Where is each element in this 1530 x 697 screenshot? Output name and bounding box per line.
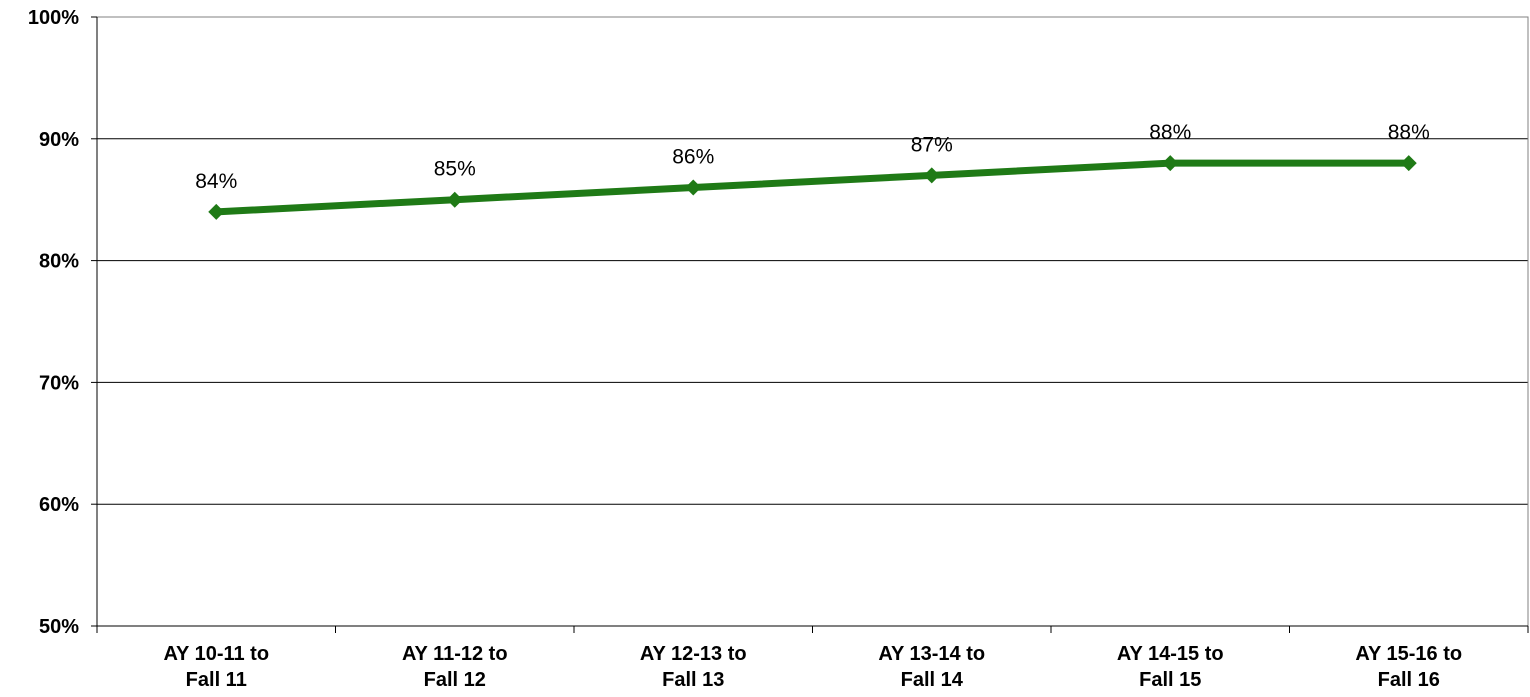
series — [208, 155, 1417, 220]
y-tick-label: 90% — [39, 129, 79, 151]
data-label: 88% — [1388, 121, 1430, 144]
axes — [96, 16, 1529, 627]
plot-area — [96, 16, 1529, 627]
data-point — [685, 179, 702, 196]
y-tick-label: 80% — [39, 251, 79, 273]
y-tick-label: 70% — [39, 372, 79, 394]
data-label: 85% — [434, 158, 476, 181]
data-label: 86% — [672, 146, 714, 169]
y-tick-label: 60% — [39, 494, 79, 516]
x-tick-label: AY 11-12 to Fall 12 — [402, 643, 508, 691]
data-labels: 84% 85% 86% 87% 88% 88% — [195, 121, 1430, 193]
x-tick-label: AY 13-14 to Fall 14 — [878, 643, 985, 691]
x-tick-label: AY 14-15 to Fall 15 — [1117, 643, 1224, 691]
data-point — [208, 203, 225, 220]
data-point — [1162, 155, 1179, 172]
y-tick-label: 50% — [39, 616, 79, 638]
y-tick-label: 100% — [28, 7, 79, 29]
data-label: 88% — [1149, 121, 1191, 144]
data-label: 84% — [195, 170, 237, 193]
x-tick-label: AY 10-11 to Fall 11 — [163, 643, 269, 691]
data-label: 87% — [911, 133, 953, 156]
data-point — [446, 191, 463, 208]
data-point — [923, 167, 940, 184]
x-axis-ticks: AY 10-11 to Fall 11 AY 11-12 to Fall 12 AY 1… — [96, 626, 1529, 691]
data-point — [1400, 155, 1417, 172]
y-axis-ticks: 50% 60% 70% 80% 90% 100% — [28, 7, 97, 638]
gridlines — [97, 16, 1528, 505]
x-tick-label: AY 15-16 to Fall 16 — [1355, 643, 1462, 691]
x-tick-label: AY 12-13 to Fall 13 — [640, 643, 747, 691]
series-line — [216, 159, 1409, 216]
